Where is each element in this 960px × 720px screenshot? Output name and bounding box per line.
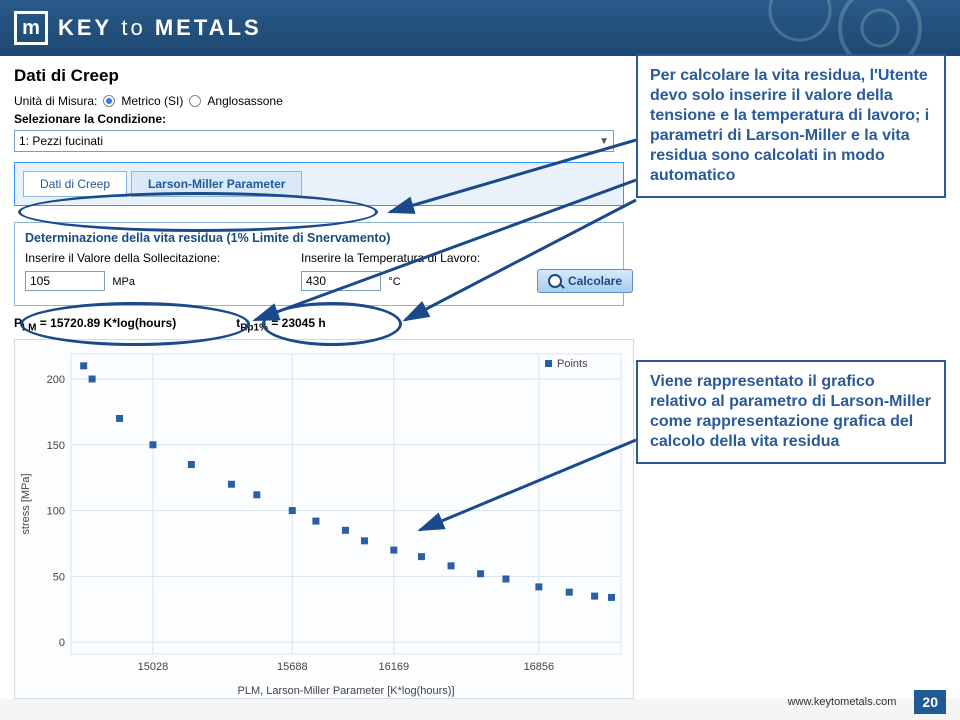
callout-explanation-2: Viene rappresentato il grafico relativo … [636,360,946,464]
callout-explanation-1: Per calcolare la vita residua, l'Utente … [636,54,946,198]
